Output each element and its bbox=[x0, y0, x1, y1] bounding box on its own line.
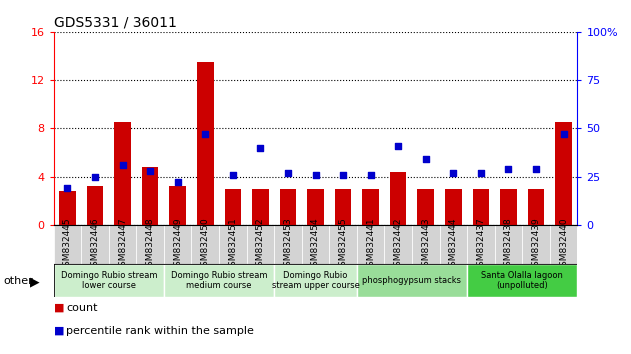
Bar bbox=[384, 225, 412, 264]
Point bbox=[256, 145, 266, 150]
Text: count: count bbox=[66, 303, 98, 313]
Text: Domingo Rubio
stream upper course: Domingo Rubio stream upper course bbox=[271, 271, 360, 290]
Text: other: other bbox=[3, 276, 33, 286]
Bar bbox=[357, 264, 467, 297]
Point bbox=[338, 172, 348, 177]
Text: GSM832455: GSM832455 bbox=[339, 217, 348, 272]
Bar bbox=[555, 122, 572, 225]
Text: Domingo Rubio stream
medium course: Domingo Rubio stream medium course bbox=[171, 271, 268, 290]
Text: percentile rank within the sample: percentile rank within the sample bbox=[66, 326, 254, 336]
Point bbox=[228, 172, 238, 177]
Text: GSM832438: GSM832438 bbox=[504, 217, 513, 272]
Bar bbox=[329, 225, 357, 264]
Bar bbox=[467, 264, 577, 297]
Bar bbox=[54, 225, 81, 264]
Text: Santa Olalla lagoon
(unpolluted): Santa Olalla lagoon (unpolluted) bbox=[481, 271, 563, 290]
Bar bbox=[495, 225, 522, 264]
Bar bbox=[445, 189, 462, 225]
Text: Domingo Rubio stream
lower course: Domingo Rubio stream lower course bbox=[61, 271, 157, 290]
Bar bbox=[114, 122, 131, 225]
Bar bbox=[528, 189, 545, 225]
Text: GSM832446: GSM832446 bbox=[90, 217, 100, 272]
Point bbox=[145, 168, 155, 173]
Bar bbox=[136, 225, 164, 264]
Bar bbox=[225, 189, 241, 225]
Point bbox=[504, 166, 514, 172]
Bar bbox=[550, 225, 577, 264]
Bar bbox=[81, 225, 109, 264]
Bar bbox=[280, 189, 296, 225]
Bar bbox=[522, 225, 550, 264]
Text: GSM832439: GSM832439 bbox=[531, 217, 541, 272]
Text: ▶: ▶ bbox=[30, 275, 40, 288]
Bar bbox=[335, 189, 351, 225]
Bar bbox=[59, 191, 76, 225]
Bar bbox=[197, 62, 213, 225]
Text: GSM832452: GSM832452 bbox=[256, 217, 265, 272]
Text: GSM832447: GSM832447 bbox=[118, 217, 127, 272]
Text: GSM832450: GSM832450 bbox=[201, 217, 209, 272]
Text: GSM832451: GSM832451 bbox=[228, 217, 237, 272]
Point bbox=[421, 156, 431, 162]
Bar bbox=[412, 225, 440, 264]
Point bbox=[62, 185, 73, 191]
Bar bbox=[467, 225, 495, 264]
Text: ■: ■ bbox=[54, 303, 64, 313]
Point bbox=[531, 166, 541, 172]
Bar bbox=[357, 225, 384, 264]
Point bbox=[365, 172, 375, 177]
Text: ■: ■ bbox=[54, 326, 64, 336]
Text: GSM832443: GSM832443 bbox=[422, 217, 430, 272]
Point bbox=[476, 170, 486, 176]
Text: GDS5331 / 36011: GDS5331 / 36011 bbox=[54, 15, 177, 29]
Point bbox=[90, 174, 100, 179]
Text: GSM832453: GSM832453 bbox=[283, 217, 292, 272]
Point bbox=[200, 131, 210, 137]
Text: GSM832442: GSM832442 bbox=[394, 217, 403, 272]
Text: GSM832440: GSM832440 bbox=[559, 217, 568, 272]
Point bbox=[393, 143, 403, 149]
Text: GSM832441: GSM832441 bbox=[366, 217, 375, 272]
Bar bbox=[390, 172, 406, 225]
Bar bbox=[307, 189, 324, 225]
Bar bbox=[169, 186, 186, 225]
Bar bbox=[219, 225, 247, 264]
Point bbox=[448, 170, 458, 176]
Bar bbox=[302, 225, 329, 264]
Point bbox=[310, 172, 321, 177]
Bar bbox=[418, 189, 434, 225]
Text: GSM832449: GSM832449 bbox=[173, 217, 182, 272]
Text: GSM832444: GSM832444 bbox=[449, 217, 458, 272]
Point bbox=[558, 131, 569, 137]
Point bbox=[283, 170, 293, 176]
Bar bbox=[362, 189, 379, 225]
Bar bbox=[274, 264, 357, 297]
Point bbox=[117, 162, 127, 168]
Bar bbox=[473, 189, 489, 225]
Bar bbox=[252, 189, 269, 225]
Point bbox=[173, 179, 183, 185]
Bar bbox=[500, 189, 517, 225]
Text: GSM832437: GSM832437 bbox=[476, 217, 485, 272]
Bar bbox=[440, 225, 467, 264]
Bar bbox=[274, 225, 302, 264]
Bar bbox=[54, 264, 164, 297]
Text: phosphogypsum stacks: phosphogypsum stacks bbox=[362, 276, 461, 285]
Text: GSM832445: GSM832445 bbox=[63, 217, 72, 272]
Bar bbox=[247, 225, 274, 264]
Text: GSM832454: GSM832454 bbox=[311, 217, 320, 272]
Bar bbox=[142, 167, 158, 225]
Bar bbox=[164, 225, 191, 264]
Bar bbox=[191, 225, 219, 264]
Bar bbox=[164, 264, 274, 297]
Bar bbox=[109, 225, 136, 264]
Text: GSM832448: GSM832448 bbox=[146, 217, 155, 272]
Bar bbox=[86, 186, 103, 225]
